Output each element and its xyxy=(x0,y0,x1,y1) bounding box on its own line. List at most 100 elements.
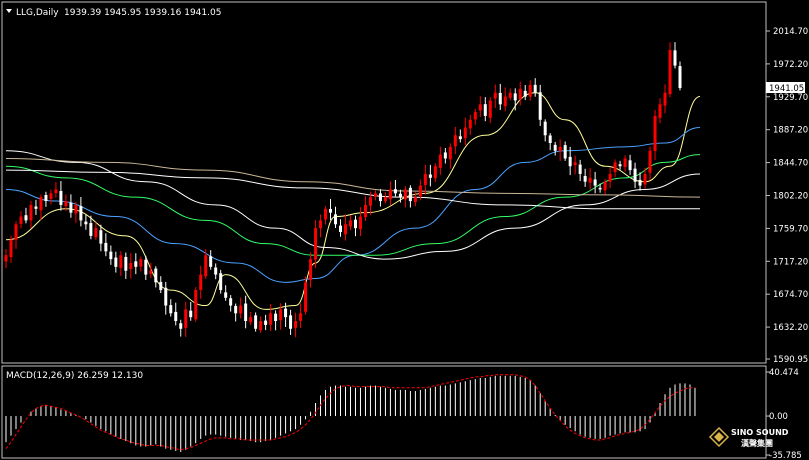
candle-bear xyxy=(254,315,258,329)
candle-bull xyxy=(64,201,68,207)
moving-average-line xyxy=(5,157,700,198)
moving-average-line xyxy=(5,154,700,256)
candle-bull xyxy=(314,228,318,260)
price-axis: 2014.70 1972.20 1929.70 1887.20 1844.70 1802.… xyxy=(766,27,808,365)
candle-bull xyxy=(473,112,477,120)
candle-bull xyxy=(608,173,612,182)
candle-bull xyxy=(94,228,98,238)
price-tick-label: 1717.20 xyxy=(773,257,808,267)
candle-bear xyxy=(443,152,447,159)
candle-bear xyxy=(89,223,93,236)
candle-bull xyxy=(368,197,372,206)
candle-bear xyxy=(398,193,402,198)
candle-bull xyxy=(249,317,253,323)
candle-bear xyxy=(513,93,517,101)
candle-bull xyxy=(184,309,188,328)
candle-bear xyxy=(353,219,357,229)
candle-bear xyxy=(164,287,168,306)
candle-bull xyxy=(343,224,347,235)
price-tick-label: 1802.20 xyxy=(773,191,808,201)
candle-bull xyxy=(204,255,208,277)
candle-bull xyxy=(194,290,198,320)
macd-tick-label: 40.474 xyxy=(769,368,799,378)
candle-bear xyxy=(144,259,148,275)
candle-bear xyxy=(154,268,158,283)
candle-bull xyxy=(623,158,627,168)
price-tag-text: 1941.05 xyxy=(769,84,804,94)
candle-bull xyxy=(294,321,298,328)
moving-averages xyxy=(5,92,701,310)
macd-panel-frame xyxy=(1,365,767,459)
candle-bull xyxy=(39,197,43,211)
candle-bull xyxy=(478,104,482,111)
candle-bull xyxy=(448,146,452,160)
candle-bear xyxy=(339,225,343,233)
moving-average-line xyxy=(5,150,700,260)
candle-bull xyxy=(129,262,133,270)
candle-bear xyxy=(578,164,582,174)
candle-bull xyxy=(558,146,562,152)
candle-bull xyxy=(653,115,657,152)
candle-bull xyxy=(663,92,667,106)
candle-bear xyxy=(44,195,48,202)
candle-bull xyxy=(149,270,153,274)
macd-tick-label: 0.00 xyxy=(769,412,788,422)
candle-bull xyxy=(643,173,647,185)
candle-bear xyxy=(638,179,642,186)
candle-bear xyxy=(548,135,552,144)
candle-bear xyxy=(114,257,118,267)
candle-bull xyxy=(588,177,592,183)
candle-bear xyxy=(428,174,432,178)
candle-bear xyxy=(219,273,223,291)
candle-bear xyxy=(678,66,682,89)
symbol-label: LLG,Daily xyxy=(16,8,59,18)
macd-signal-path xyxy=(5,374,695,451)
candle-bull xyxy=(468,119,472,129)
price-tag-box xyxy=(766,82,805,94)
candle-bear xyxy=(633,168,637,182)
candle-bear xyxy=(99,230,103,244)
candle-bull xyxy=(463,127,467,139)
candle-bull xyxy=(413,197,417,203)
price-tick-label: 1887.20 xyxy=(773,126,808,136)
candle-bear xyxy=(59,190,63,205)
candle-bull xyxy=(433,166,437,179)
price-tick-label: 1972.20 xyxy=(773,60,808,70)
candle-bull xyxy=(438,154,442,168)
candle-bull xyxy=(9,239,13,258)
logo-name: SINO SOUND xyxy=(731,428,789,437)
candle-bull xyxy=(658,104,662,118)
price-tick-label: 1929.70 xyxy=(773,93,808,103)
candle-bull xyxy=(324,208,328,220)
macd-tick-label: -35.785 xyxy=(769,451,802,460)
candle-bear xyxy=(408,187,412,202)
candle-bull xyxy=(528,84,532,97)
candle-bull xyxy=(493,92,497,99)
candle-bear xyxy=(598,187,602,190)
candle-bear xyxy=(264,320,268,325)
moving-average-line xyxy=(5,169,700,210)
dropdown-triangle-icon[interactable] xyxy=(6,9,12,13)
candle-bear xyxy=(568,156,572,167)
candle-bear xyxy=(284,308,288,318)
candle-bull xyxy=(573,162,577,166)
candle-bull xyxy=(269,313,273,325)
candle-bear xyxy=(498,92,502,105)
macd-signal-line xyxy=(5,374,695,451)
candle-bull xyxy=(49,193,53,199)
candle-bear xyxy=(234,305,238,314)
candle-bull xyxy=(19,216,23,224)
price-tag: 1941.05 xyxy=(766,82,805,94)
candle-bear xyxy=(159,281,163,291)
candle-bull xyxy=(309,259,313,281)
candle-bear xyxy=(84,221,88,225)
candle-bull xyxy=(29,204,33,221)
candle-bear xyxy=(24,215,28,221)
candle-bull xyxy=(503,96,507,107)
candle-bear xyxy=(69,202,73,213)
candle-bear xyxy=(174,311,178,322)
candle-bull xyxy=(603,181,607,191)
candle-bear xyxy=(169,305,173,314)
candle-bull xyxy=(668,50,672,95)
